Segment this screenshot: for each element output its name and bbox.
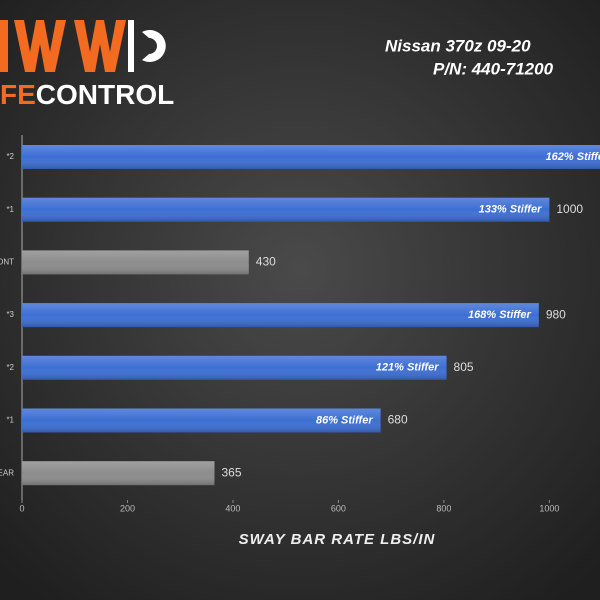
bar-shine: [22, 197, 550, 222]
value-label: 680: [388, 413, 408, 427]
x-tick-label: 400: [225, 503, 240, 513]
value-label: 805: [454, 360, 474, 374]
y-tick-label: EAR: [0, 468, 14, 477]
bar-annotation: 86% Stiffer: [316, 414, 373, 426]
bar-shine: [22, 303, 539, 328]
bar-annotation: 133% Stiffer: [479, 204, 542, 216]
y-tick-label: *2: [6, 363, 14, 372]
bar-shine: [22, 355, 447, 380]
x-tick-label: 200: [120, 503, 135, 513]
bar-shine: [22, 461, 215, 486]
bar-shine: [22, 250, 249, 275]
value-label: 1000: [556, 202, 583, 216]
bar-annotation: 121% Stiffer: [376, 362, 439, 374]
y-tick-label: *1: [6, 416, 14, 425]
logo-part: FE: [0, 79, 36, 110]
logo: FECONTROL: [0, 20, 174, 110]
logo-text: FECONTROL: [0, 79, 174, 110]
bar-annotation: 162% Stiffer: [546, 151, 600, 163]
x-axis-label: SWAY BAR RATE LBS/IN: [239, 531, 436, 548]
bar-shine: [22, 408, 381, 433]
y-tick-label: *3: [6, 310, 14, 319]
value-label: 365: [221, 465, 241, 479]
x-tick-label: 1000: [539, 503, 559, 513]
y-tick-label: *1: [6, 205, 14, 214]
y-tick-label: *2: [6, 152, 14, 161]
value-label: 430: [256, 255, 276, 269]
bar-shine: [22, 145, 600, 169]
x-tick-label: 600: [331, 503, 346, 513]
x-tick-label: 800: [436, 503, 451, 513]
y-tick-label: ONT: [0, 258, 14, 267]
chart-title: Nissan 370z 09-20: [385, 36, 531, 55]
bar-annotation: 168% Stiffer: [468, 309, 531, 321]
logo-part: CONTROL: [36, 79, 174, 110]
value-label: 980: [546, 307, 566, 321]
chart-title: P/N: 440-71200: [433, 59, 554, 78]
plot: 0 200 400 600 800 1000 *2 162% Stiffer *1 133% St…: [0, 145, 600, 513]
x-tick-label: 0: [19, 503, 24, 513]
